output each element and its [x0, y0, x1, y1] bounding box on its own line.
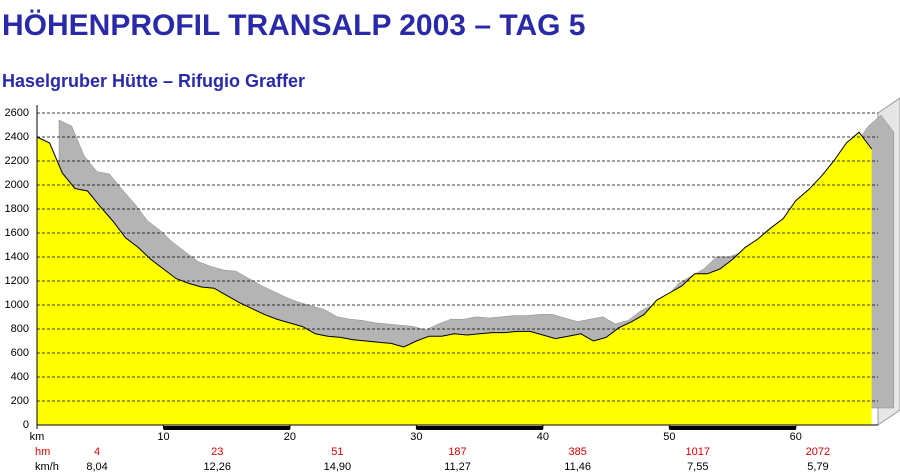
y-tick-label: 1000 [5, 299, 29, 311]
y-tick-label: 1400 [5, 251, 29, 263]
y-tick-label: 2600 [5, 107, 29, 119]
x-tick-label: 20 [284, 431, 296, 443]
y-tick-label: 200 [11, 395, 29, 407]
kmh-value: 11,46 [564, 461, 591, 473]
hm-value: 385 [568, 446, 586, 458]
x-tick-label: 50 [663, 431, 675, 443]
hm-value: 1017 [686, 446, 710, 458]
y-tick-label: 400 [11, 371, 29, 383]
x-tick-label: 10 [157, 431, 169, 443]
x-tick-label: 30 [410, 431, 422, 443]
y-tick-label: 2400 [5, 131, 29, 143]
scale-band [163, 426, 290, 430]
kmh-value: 11,27 [444, 461, 471, 473]
y-tick-label: 1600 [5, 227, 29, 239]
kmh-value: 5,79 [807, 461, 828, 473]
hm-value: 23 [211, 446, 223, 458]
scale-band [416, 426, 543, 430]
x-tick-label: 40 [537, 431, 549, 443]
hm-value: 51 [331, 446, 343, 458]
y-tick-label: 1200 [5, 275, 29, 287]
kmh-row-label: km/h [35, 461, 59, 473]
kmh-value: 12,26 [203, 461, 231, 473]
y-tick-label: 600 [11, 347, 29, 359]
y-tick-label: 1800 [5, 203, 29, 215]
scale-band [669, 426, 796, 430]
hm-row-label: hm [35, 446, 50, 458]
chart-title: HÖHENPROFIL TRANSALP 2003 – TAG 5 [2, 9, 585, 42]
kmh-value: 7,55 [687, 461, 708, 473]
hm-value: 2072 [806, 446, 830, 458]
area [37, 132, 872, 425]
y-tick-label: 800 [11, 323, 29, 335]
chart-subtitle: Haselgruber Hütte – Rifugio Graffer [2, 71, 305, 91]
y-tick-label: 2000 [5, 179, 29, 191]
hm-value: 187 [448, 446, 466, 458]
kmh-value: 8,04 [86, 461, 107, 473]
hm-value: 4 [94, 446, 100, 458]
y-tick-label: 2200 [5, 155, 29, 167]
profile-line [36, 131, 873, 348]
y-tick-label: 0 [23, 419, 29, 431]
x-tick-label: 60 [790, 431, 802, 443]
x-tick-label: km [30, 431, 45, 443]
kmh-value: 14,90 [324, 461, 352, 473]
